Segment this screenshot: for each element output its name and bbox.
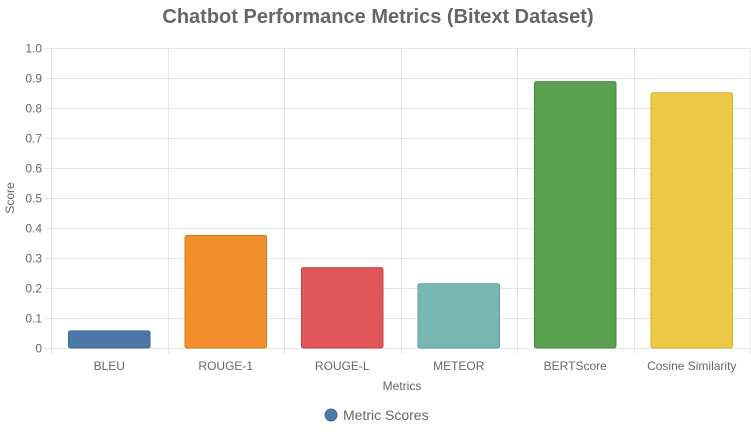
bar-bertscore[interactable]	[533, 81, 617, 349]
x-tick-label: BLEU	[94, 359, 125, 373]
x-axis-ticks: BLEU ROUGE-1 ROUGE-L METEOR BERTScore Cosine …	[94, 359, 737, 373]
x-tick-label: ROUGE-L	[315, 359, 370, 373]
y-axis-ticks: 0 0.1 0.2 0.3 0.4 0.5 0.6 0.7 0.8 0.9 1.0	[25, 42, 42, 356]
y-tick-label: 1.0	[25, 42, 42, 56]
bars	[67, 81, 734, 349]
grid-lines	[45, 48, 751, 354]
legend-marker-icon[interactable]	[324, 408, 338, 422]
y-tick-label: 0.3	[25, 252, 42, 266]
bar-meteor[interactable]	[417, 283, 501, 349]
x-tick-label: BERTScore	[544, 359, 607, 373]
bar-rouge-l[interactable]	[300, 267, 384, 349]
y-tick-label: 0.8	[25, 102, 42, 116]
y-tick-label: 0.4	[25, 222, 42, 236]
y-tick-label: 0.7	[25, 132, 42, 146]
y-tick-label: 0.2	[25, 282, 42, 296]
bar-rouge-1[interactable]	[184, 235, 268, 349]
bar-bleu[interactable]	[67, 330, 151, 349]
bar-cosine-similarity[interactable]	[650, 92, 734, 349]
y-tick-label: 0.5	[25, 192, 42, 206]
chart-title: Chatbot Performance Metrics (Bitext Data…	[162, 6, 593, 28]
x-tick-label: ROUGE-1	[198, 359, 253, 373]
y-tick-label: 0.6	[25, 162, 42, 176]
legend[interactable]: Metric Scores	[324, 407, 429, 423]
x-axis-title: Metrics	[383, 379, 422, 393]
y-tick-label: 0.9	[25, 72, 42, 86]
x-tick-label: Cosine Similarity	[647, 359, 736, 373]
y-tick-label: 0.1	[25, 312, 42, 326]
y-tick-label: 0	[35, 342, 42, 356]
legend-label[interactable]: Metric Scores	[343, 407, 429, 423]
x-tick-label: METEOR	[433, 359, 485, 373]
y-axis-title: Score	[3, 182, 17, 214]
